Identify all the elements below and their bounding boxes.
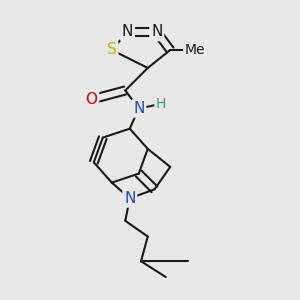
- Text: N: N: [122, 25, 133, 40]
- Text: O: O: [85, 92, 98, 107]
- Text: N: N: [133, 101, 144, 116]
- Text: N: N: [151, 25, 162, 40]
- Text: Me: Me: [185, 43, 205, 57]
- Text: H: H: [156, 97, 166, 111]
- Text: S: S: [107, 43, 117, 58]
- Text: N: N: [124, 191, 136, 206]
